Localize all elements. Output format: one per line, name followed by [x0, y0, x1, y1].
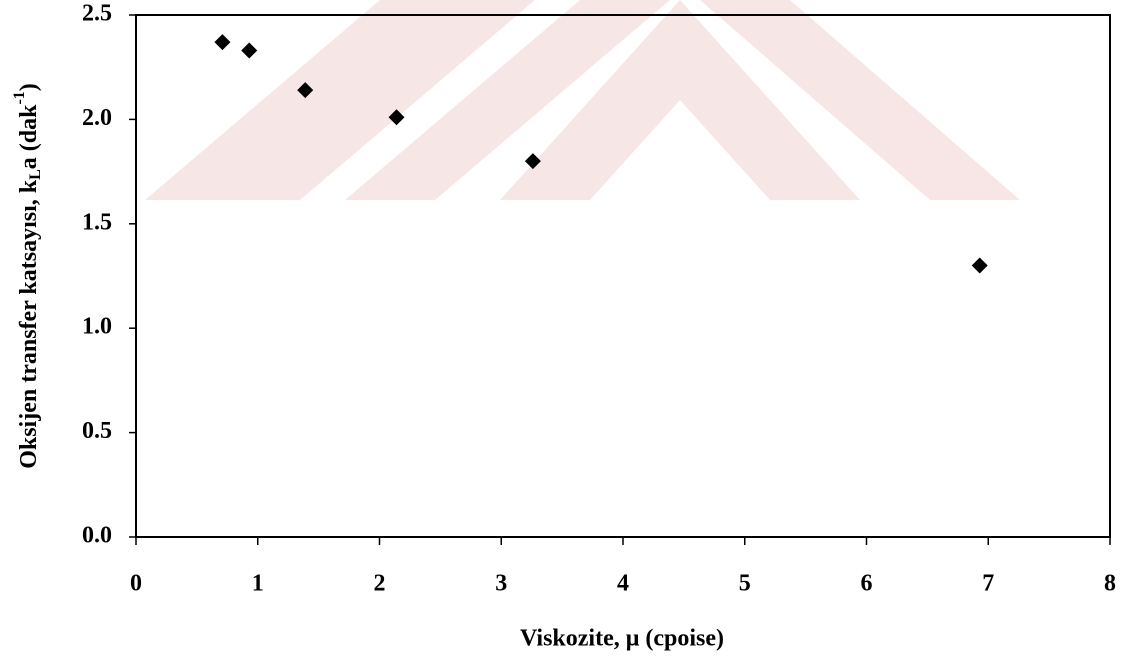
y-tick-label: 1.0: [82, 314, 112, 340]
watermark: [145, 0, 1020, 200]
x-tick-label: 4: [617, 571, 629, 597]
y-axis-label-part: a (dak: [16, 104, 42, 169]
x-tick-label: 8: [1104, 571, 1116, 597]
y-tick-label: 2.0: [82, 105, 112, 131]
y-axis-label-part: Oksijen transfer katsayısı, k: [16, 179, 42, 469]
y-tick-label: 1.5: [82, 209, 112, 235]
marker: [241, 42, 258, 59]
y-tick-label: 0.5: [82, 418, 112, 444]
y-axis-label-part: ): [16, 83, 42, 91]
marker: [524, 153, 541, 170]
marker: [971, 257, 988, 274]
y-axis-label-sub: L: [27, 169, 44, 180]
y-tick-label: 0.0: [82, 523, 112, 549]
x-axis-label: Viskozite, μ (cpoise): [520, 626, 724, 652]
x-tick-label: 2: [374, 571, 386, 597]
x-tick-label: 6: [861, 571, 873, 597]
x-tick-label: 0: [130, 571, 142, 597]
x-tick-label: 5: [739, 571, 751, 597]
marker: [214, 34, 231, 51]
x-tick-label: 7: [982, 571, 994, 597]
y-tick-label: 2.5: [82, 1, 112, 27]
marker: [297, 82, 314, 99]
x-tick-label: 1: [252, 571, 264, 597]
y-axis-label: Oksijen transfer katsayısı, kLa (dak-1): [11, 83, 44, 469]
y-axis-label-sup: -1: [11, 91, 28, 104]
marker: [388, 109, 405, 126]
x-tick-label: 3: [495, 571, 507, 597]
